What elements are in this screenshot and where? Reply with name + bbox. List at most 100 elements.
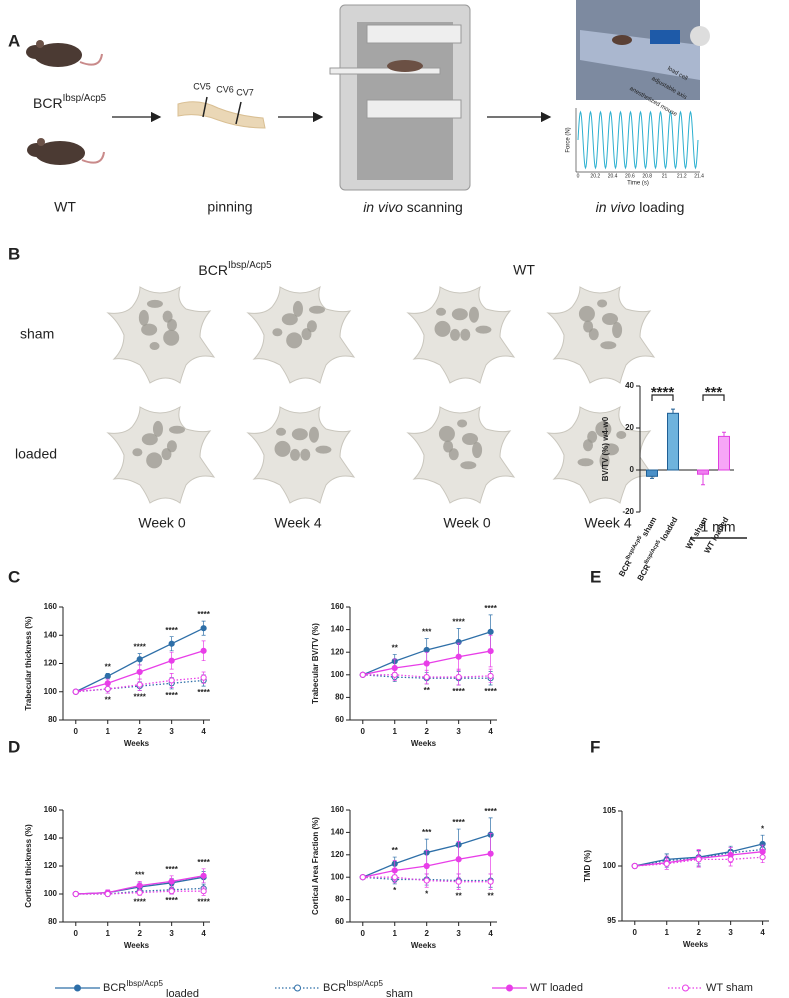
- x-tick-label: BCRIbsp/Acp5 loaded: [635, 515, 679, 582]
- data-point: [631, 862, 638, 870]
- y-tick-label: 120: [44, 659, 58, 668]
- data-point: [168, 878, 175, 885]
- bar: [646, 469, 658, 477]
- data-point: [104, 685, 111, 693]
- x-tick-label: 2: [696, 928, 701, 937]
- text-part: loaded: [163, 988, 199, 998]
- significance: ****: [197, 858, 210, 867]
- bone-pore: [460, 328, 471, 341]
- bone-pore: [166, 440, 177, 453]
- bone-pore: [595, 421, 612, 438]
- y-axis-title: Cortical Area Fraction (%): [311, 817, 320, 915]
- bone-pore: [602, 443, 619, 456]
- x-tick-label: 4: [760, 928, 765, 937]
- data-point: [663, 860, 670, 867]
- y-tick-label: 120: [331, 850, 345, 859]
- panel-label: C: [8, 567, 20, 586]
- x-tick-label: 4: [201, 929, 206, 938]
- bone-pore: [272, 328, 283, 337]
- legend-label: WT sham: [706, 982, 753, 994]
- text-part: BCR: [103, 982, 126, 994]
- group-label: BCRIbsp/Acp5: [198, 260, 272, 278]
- text-part: BCR: [33, 95, 63, 111]
- bone-pore: [600, 341, 617, 350]
- significance: ****: [452, 687, 465, 696]
- pin: [235, 101, 242, 125]
- y-tick-label: 95: [607, 916, 616, 925]
- vertebra-label: CV7: [236, 87, 254, 97]
- legend-marker: [74, 984, 81, 992]
- illustration: [26, 0, 710, 191]
- text-part: sham: [383, 988, 413, 998]
- bone-pore: [438, 425, 455, 442]
- week-label: Week 4: [274, 515, 321, 531]
- vertebra-label: CV6: [216, 84, 234, 94]
- y-tick-label: 140: [44, 833, 58, 842]
- x-tick-label: 1: [665, 928, 670, 937]
- x-tick-label: 0: [633, 928, 638, 937]
- x-tick-label: 1: [106, 727, 111, 736]
- x-axis-title: Weeks: [683, 940, 709, 949]
- bone-scan: [106, 285, 216, 384]
- bone-pore: [138, 309, 149, 326]
- y-tick-label: 160: [331, 602, 345, 611]
- tick-label: 21: [662, 173, 668, 179]
- bone-pore: [602, 313, 619, 326]
- panel-label: F: [590, 737, 600, 756]
- bone-pore: [152, 420, 163, 437]
- significance: **: [487, 892, 494, 901]
- significance: **: [392, 644, 399, 653]
- y-tick-label: 100: [44, 687, 58, 696]
- bone-pore: [457, 419, 468, 428]
- bone-pore: [308, 426, 319, 443]
- bone-scan: [546, 405, 656, 504]
- x-tick-label: 3: [169, 929, 174, 938]
- text-part: BCR: [323, 982, 346, 994]
- x-tick-label: 1: [106, 929, 111, 938]
- data-point: [72, 890, 79, 898]
- y-tick-label: 140: [331, 828, 345, 837]
- significance: ****: [197, 898, 210, 907]
- bone-pore: [475, 325, 492, 334]
- bone-pore: [132, 448, 143, 457]
- data-point: [391, 874, 398, 881]
- text-part: BCR: [636, 563, 653, 583]
- bone-pore: [291, 428, 308, 441]
- data-point: [136, 889, 143, 896]
- panel-label: A: [8, 31, 20, 50]
- bone-pore: [450, 328, 461, 341]
- bone-pore: [578, 305, 595, 322]
- significance: ****: [133, 692, 146, 701]
- significance: ****: [165, 691, 178, 700]
- data-point: [104, 890, 111, 898]
- significance: *: [761, 824, 765, 833]
- tick-label: 21.4: [694, 173, 704, 179]
- y-axis-title: BV/TV (%) w4-w0: [601, 416, 610, 481]
- bone-pore: [141, 323, 158, 336]
- bone-pore: [309, 305, 326, 314]
- data-point: [168, 657, 175, 664]
- significance: ****: [452, 818, 465, 827]
- data-point: [359, 671, 366, 678]
- significance: **: [105, 662, 112, 671]
- panel-label: E: [590, 567, 601, 586]
- group-label: WT: [513, 262, 535, 278]
- x-tick-label: 0: [361, 929, 366, 938]
- x-tick-label: 1: [393, 929, 398, 938]
- bone-pore: [281, 313, 298, 326]
- bone-scan: [106, 405, 216, 504]
- text-part: in vivo: [363, 199, 403, 215]
- bone-pore: [434, 320, 451, 337]
- data-point: [423, 660, 430, 667]
- data-point: [168, 677, 175, 684]
- row-label: loaded: [15, 446, 57, 462]
- tick-label: 20.4: [608, 173, 618, 179]
- y-tick-label: 160: [331, 805, 345, 814]
- bone-pore: [472, 442, 483, 459]
- significance: ****: [484, 687, 497, 696]
- bone-pore: [577, 458, 594, 467]
- y-tick-label: 120: [331, 647, 345, 656]
- x-axis-title: Weeks: [411, 941, 437, 950]
- data-point: [136, 668, 143, 676]
